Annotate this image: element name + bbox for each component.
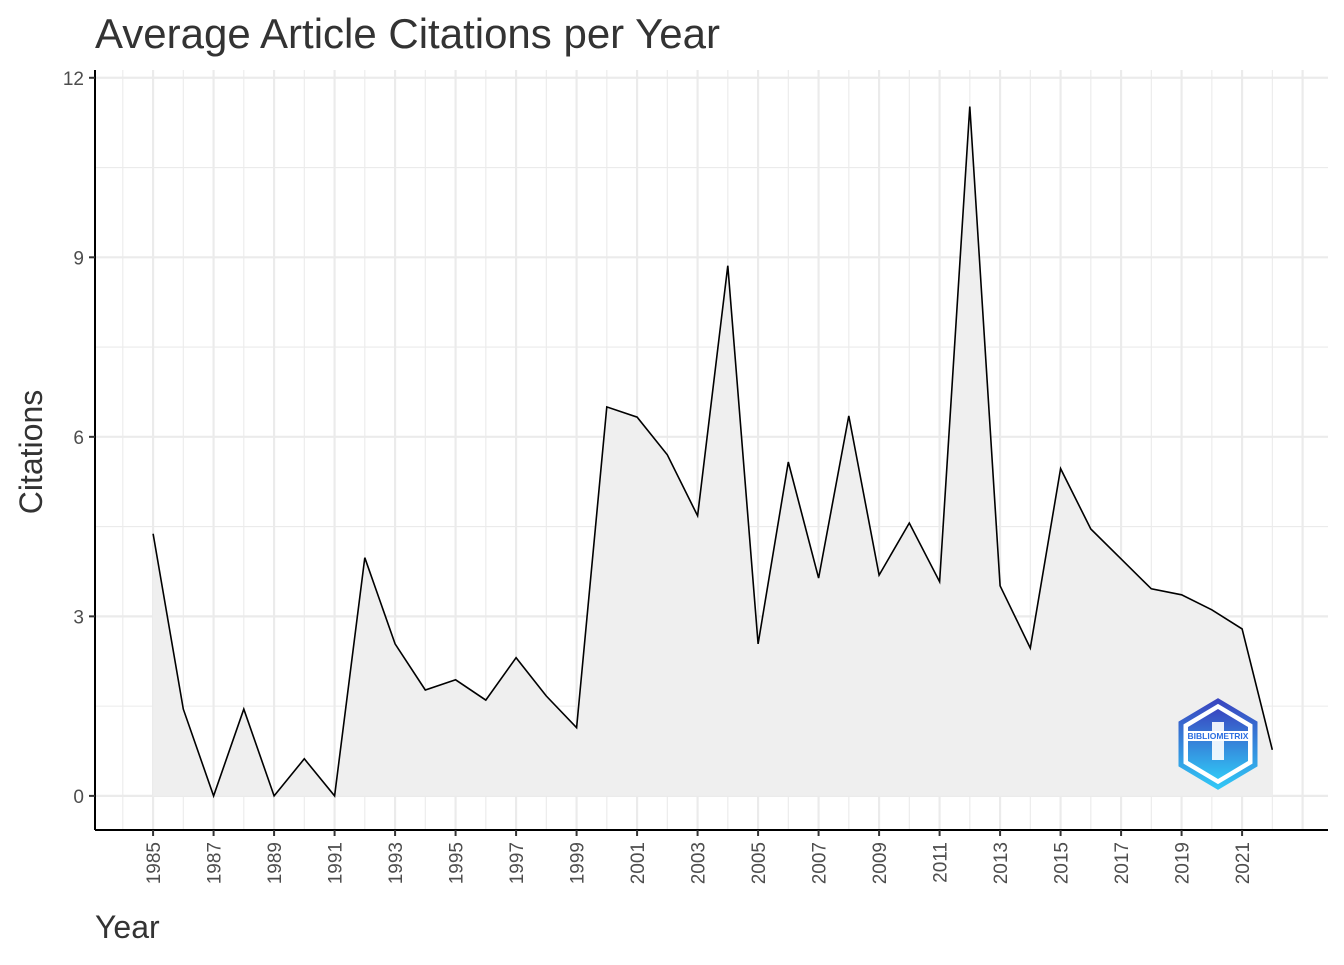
bibliometrix-logo: BIBLIOMETRIX xyxy=(1181,701,1255,787)
chart-title: Average Article Citations per Year xyxy=(95,10,720,57)
y-tick-label: 3 xyxy=(73,607,84,628)
x-tick-label: 2007 xyxy=(810,842,831,884)
x-tick-label: 1997 xyxy=(507,842,528,884)
x-tick-label: 2001 xyxy=(628,842,649,884)
x-tick-label: 1987 xyxy=(205,842,226,884)
x-tick-label: 2017 xyxy=(1112,842,1133,884)
x-tick-label: 1995 xyxy=(447,842,468,884)
x-tick-label: 2011 xyxy=(931,842,952,883)
x-tick-label: 2013 xyxy=(991,842,1012,884)
x-tick-label: 1989 xyxy=(265,842,286,884)
y-tick-label: 6 xyxy=(73,428,84,449)
x-tick-label: 2003 xyxy=(689,842,710,884)
x-tick-label: 1993 xyxy=(386,842,407,884)
x-tick-label: 2005 xyxy=(749,842,770,884)
y-tick-label: 12 xyxy=(63,69,84,90)
x-tick-label: 1991 xyxy=(326,842,347,884)
y-axis-label: Citations xyxy=(13,390,49,515)
y-tick-label: 9 xyxy=(73,248,84,269)
x-axis-label: Year xyxy=(95,909,160,945)
y-tick-label: 0 xyxy=(73,787,84,808)
x-tick-label: 2021 xyxy=(1233,842,1254,884)
x-tick-label: 2009 xyxy=(870,842,891,884)
citations-area xyxy=(153,107,1272,796)
x-tick-label: 2015 xyxy=(1052,842,1073,884)
x-tick-label: 1999 xyxy=(568,842,589,884)
x-tick-label: 1985 xyxy=(144,842,165,884)
svg-text:BIBLIOMETRIX: BIBLIOMETRIX xyxy=(1188,731,1249,741)
x-tick-label: 2019 xyxy=(1173,842,1194,884)
